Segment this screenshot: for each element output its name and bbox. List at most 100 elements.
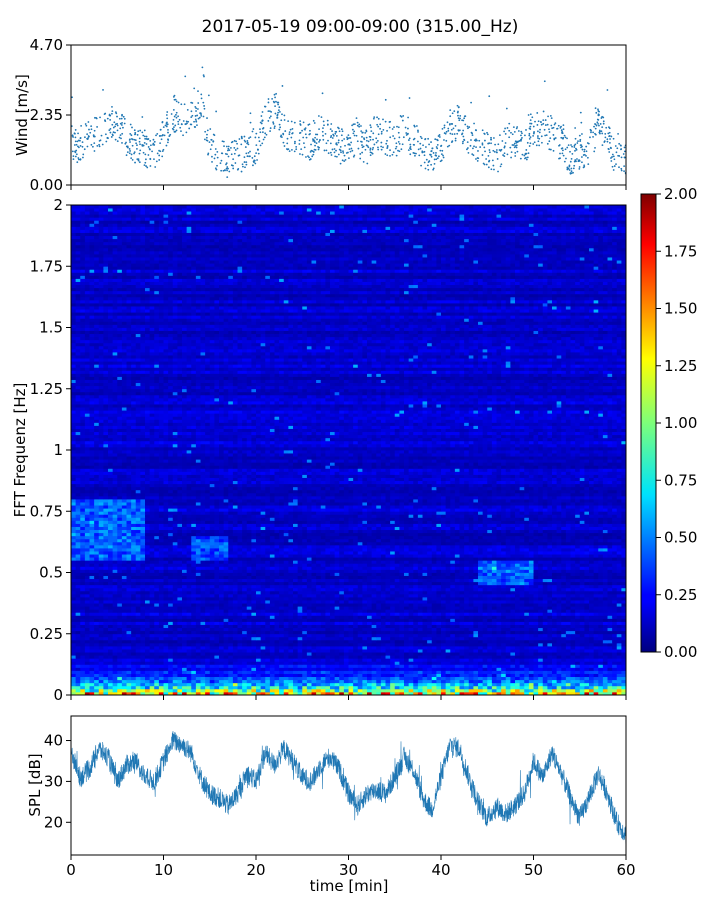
spectrogram-cell [214, 639, 220, 644]
spectrogram-cell [89, 642, 95, 647]
spectrogram-cell [306, 658, 312, 662]
spectrogram-cell [528, 633, 534, 638]
spectrogram-cell [385, 618, 391, 622]
spectrogram-cell [191, 603, 197, 607]
spectrogram-cell [367, 633, 373, 638]
spectrogram-cell [380, 667, 386, 671]
spectrogram-cell [524, 615, 530, 619]
spectrogram-cell [598, 676, 604, 681]
spectrogram-cell [283, 621, 289, 625]
spectrogram-cell [533, 642, 539, 647]
spectrogram-cell [320, 642, 326, 647]
spectrogram-cell [413, 618, 419, 622]
wind-point [477, 157, 480, 160]
wind-point [291, 127, 294, 130]
spectrogram-cell [427, 679, 433, 684]
spectrogram-cell [149, 667, 155, 671]
spectrogram-cell [570, 621, 576, 625]
spectrogram-cell [584, 615, 590, 619]
wind-point [223, 145, 225, 148]
spectrogram-cell [311, 633, 317, 638]
wind-point [560, 136, 563, 139]
spectrogram-cell [168, 630, 174, 635]
spectrogram-cell [154, 664, 160, 668]
wind-point [146, 138, 149, 141]
wind-point [314, 144, 316, 147]
spectrogram-cell [334, 691, 340, 695]
spectrogram-cell [343, 667, 349, 671]
spectrogram-cell [390, 682, 396, 687]
spectrogram-cell [482, 667, 488, 671]
spectrogram-cell [621, 670, 626, 674]
spectrogram-cell [482, 624, 488, 629]
spectrogram-cell [468, 691, 474, 695]
wind-point [524, 157, 526, 160]
wind-point [466, 148, 468, 151]
spectrogram-cell [140, 606, 146, 610]
spectrogram-cell [297, 606, 303, 610]
spectrogram-cell [103, 661, 109, 665]
wind-point [184, 123, 187, 126]
wind-point [428, 143, 430, 146]
spectrogram-cell [552, 633, 558, 638]
spectrogram-cell [621, 636, 626, 641]
spectrogram-cell [464, 630, 470, 635]
spectrogram-cell [265, 636, 271, 641]
spectrogram-cell [223, 627, 229, 632]
spectrogram-cell [496, 649, 502, 653]
spectrogram-cell [117, 673, 123, 678]
spectrogram-cell [459, 627, 465, 632]
spectrogram-cell [575, 621, 581, 625]
spectrogram-cell [182, 676, 188, 681]
wind-point [622, 153, 625, 155]
wind-point [413, 152, 416, 155]
spectrogram-cell [172, 664, 178, 668]
spectrogram-cell [496, 615, 502, 619]
spectrogram-cell [436, 673, 442, 678]
spectrogram-cell [464, 676, 470, 681]
spectrogram-cell [348, 624, 354, 629]
spectrogram-cell [547, 655, 553, 659]
wind-point [372, 117, 375, 120]
wind-point [118, 117, 121, 120]
spectrogram-cell [515, 661, 521, 665]
spectrogram-cell [121, 649, 127, 653]
spectrogram-cell [237, 685, 243, 690]
spectrogram-cell [154, 676, 160, 681]
wind-point [160, 138, 163, 141]
spectrogram-cell [598, 670, 604, 674]
wind-point [259, 144, 262, 147]
spectrogram-cell [135, 658, 141, 662]
spectrogram-cell [598, 682, 604, 687]
spectrogram-cell [131, 639, 137, 644]
spectrogram-cell [394, 664, 400, 668]
wind-point [267, 120, 270, 122]
wind-point [577, 159, 580, 162]
spectrogram-cell [209, 676, 215, 681]
spectrogram-cell [612, 685, 618, 690]
spectrogram-cell [334, 667, 340, 671]
spectrogram-cell [528, 624, 534, 629]
spectrogram-cell [200, 652, 206, 656]
spectrogram-cell [154, 627, 160, 632]
spectrogram-cell [519, 685, 525, 690]
wind-point [255, 144, 258, 147]
spectrogram-cell [251, 642, 257, 647]
spectrogram-cell [237, 673, 243, 678]
spectrogram-cell [575, 661, 581, 665]
spectrogram-cell [390, 636, 396, 641]
wind-point [362, 160, 365, 163]
spectrogram-cell [427, 676, 433, 681]
spectrogram-cell [496, 679, 502, 684]
wind-point [525, 149, 528, 151]
wind-point [175, 100, 178, 103]
spectrogram-cell [334, 627, 340, 632]
spectrogram-cell [431, 642, 437, 647]
spectrogram-cell [228, 636, 234, 641]
spectrogram-cell [371, 621, 377, 625]
spectrogram-cell [598, 639, 604, 644]
spectrogram-cell [75, 682, 81, 687]
spectrogram-cell [343, 646, 349, 650]
spectrogram-cell [575, 655, 581, 659]
spectrogram-cell [339, 609, 345, 613]
